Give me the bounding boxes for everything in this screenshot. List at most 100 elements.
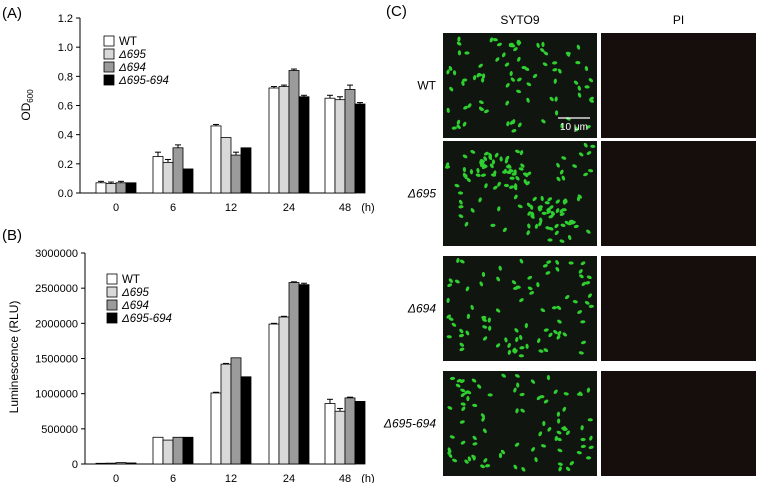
bacterial-cell [505, 100, 510, 106]
legend-label: Δ695 [118, 49, 147, 61]
bacterial-cell [461, 80, 465, 86]
bacterial-cell [554, 96, 558, 102]
bacterial-cell [524, 323, 528, 329]
bacterial-cell [529, 291, 535, 295]
bacterial-cell [567, 235, 572, 241]
bacterial-cell [513, 387, 517, 393]
bar-Δ694-6h [172, 147, 184, 194]
bacterial-cell [534, 457, 538, 463]
bacterial-cell [527, 286, 533, 291]
bacterial-cell [537, 206, 543, 211]
bacterial-cell [532, 73, 538, 79]
bacterial-cell [464, 51, 470, 55]
bar-Δ695-48h [334, 99, 346, 194]
bacterial-cell [501, 373, 507, 378]
bacterial-cell [590, 144, 596, 148]
bacterial-cell [542, 420, 546, 427]
bacterial-cell [492, 38, 498, 42]
bacterial-cell [466, 177, 471, 183]
bacterial-cell [517, 56, 521, 62]
scale-bar-label: 10 μm [560, 122, 588, 133]
bar-Δ695-6h [162, 161, 174, 194]
bacterial-cell [456, 378, 462, 383]
bar-WT-12h [210, 125, 222, 194]
bar-WT-24h [268, 323, 280, 465]
bacterial-cell [479, 159, 485, 163]
bacterial-cell [556, 305, 562, 310]
legend-label: Δ695-694 [118, 75, 169, 87]
bacterial-cell [516, 382, 520, 388]
x-tick-label: 6 [170, 473, 176, 483]
bacterial-cell [488, 155, 493, 161]
bacterial-cell [540, 308, 546, 313]
bacterial-cell [549, 205, 554, 210]
bar-Δ694-12h [230, 357, 242, 465]
bacterial-cell [541, 41, 545, 48]
bar-Δ695-694-24h [298, 96, 310, 194]
bacterial-cell [562, 406, 567, 412]
bacterial-cell [586, 387, 591, 393]
bacterial-cell [553, 389, 558, 395]
bar-Δ694-24h [288, 70, 300, 194]
bacterial-cell [467, 456, 472, 462]
bacterial-cell [446, 335, 452, 339]
bacterial-cell [459, 420, 465, 424]
bacterial-cell [497, 181, 501, 187]
bacterial-cell [460, 402, 466, 406]
bar-Δ694-0h [115, 462, 127, 465]
bacterial-cell [516, 40, 521, 46]
bacterial-cell [538, 349, 544, 353]
bacterial-cell [480, 464, 485, 469]
bacterial-cell [454, 279, 460, 284]
x-unit-label: (h) [361, 202, 374, 214]
bacterial-cell [502, 227, 507, 233]
bacterial-cell [509, 185, 515, 189]
bacterial-cell [526, 230, 530, 236]
bacterial-cell [558, 466, 562, 472]
bacterial-cell [556, 411, 561, 417]
bacterial-cell [553, 329, 558, 335]
bacterial-cell [538, 221, 542, 227]
bar-Δ695-694-24h [298, 284, 310, 465]
bacterial-cell [519, 150, 524, 156]
bacterial-cell [543, 348, 549, 353]
bacterial-cell [463, 105, 469, 110]
bacterial-cell [526, 82, 532, 87]
bacterial-cell [455, 383, 461, 388]
bacterial-cell [505, 82, 510, 88]
bacterial-cell [541, 119, 546, 124]
bacterial-cell [555, 199, 560, 204]
bacterial-cell [478, 100, 484, 105]
bacterial-cell [562, 332, 568, 337]
bacterial-cell [578, 152, 584, 157]
y-tick-label: 1000000 [35, 389, 78, 401]
legend-swatch [106, 273, 118, 285]
bacterial-cell [561, 208, 567, 212]
bacterial-cell [585, 125, 591, 129]
bacterial-cell [469, 169, 474, 175]
x-tick-label: 6 [170, 202, 176, 214]
bacterial-cell [539, 217, 543, 223]
syto9-image [443, 256, 597, 361]
y-tick-label: 2500000 [35, 283, 78, 295]
y-tick-label: 0.4 [58, 130, 73, 142]
bacterial-cell [540, 444, 547, 448]
bacterial-cell [504, 62, 510, 67]
bacterial-cell [555, 259, 560, 265]
bacterial-cell [578, 391, 583, 397]
chart-a-od600: OD600 0.0 0.2 0.4 0.6 0.8 1.0 1.2 0 6 12 24 48 (h) WT… [19, 13, 375, 214]
bacterial-cell [504, 158, 509, 164]
bacterial-cell [472, 435, 477, 441]
bacterial-cell [482, 428, 487, 434]
bacterial-cell [483, 458, 488, 463]
bacterial-cell [588, 445, 594, 450]
bacterial-cell [447, 406, 453, 410]
bacterial-cell [585, 456, 592, 460]
bacterial-cell [448, 65, 453, 71]
bacterial-cell [520, 163, 525, 168]
bacterial-cell [480, 173, 487, 177]
bacterial-cell [536, 42, 540, 48]
bacterial-cell [456, 257, 460, 264]
bar-Δ694-48h [344, 89, 356, 194]
bacterial-cell [559, 169, 564, 175]
